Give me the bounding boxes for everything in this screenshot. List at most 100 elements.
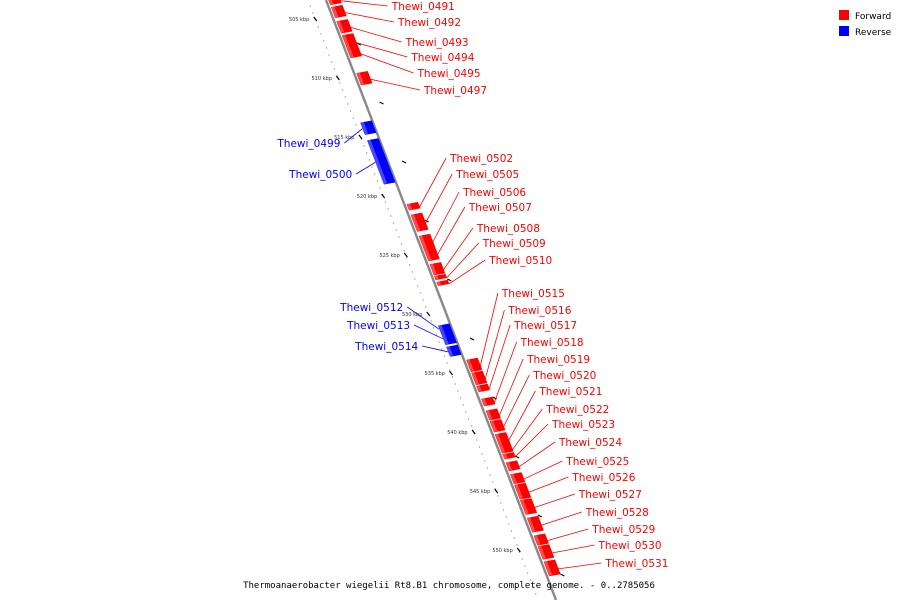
scale-dot: [403, 250, 405, 252]
gene-label[interactable]: Thewi_0517: [513, 320, 577, 332]
gene-thewi-0495[interactable]: [347, 47, 363, 59]
gene-thewi-0491[interactable]: [327, 0, 342, 6]
gene-label[interactable]: Thewi_0506: [462, 187, 526, 199]
gene-label[interactable]: Thewi_0530: [598, 540, 662, 552]
gene-label[interactable]: Thewi_0505: [455, 169, 519, 181]
label-leader: [360, 53, 414, 74]
scale-dot: [465, 411, 467, 413]
scale-tick: [516, 547, 521, 553]
gene-thewi-0493[interactable]: [336, 19, 353, 34]
gene-label[interactable]: Thewi_0494: [410, 52, 474, 64]
scale-dot: [529, 579, 531, 581]
scale-tick: [335, 75, 340, 81]
gene-highlight: [434, 275, 439, 280]
label-leader: [541, 511, 582, 526]
scale-dot: [379, 187, 381, 189]
gene-label[interactable]: Thewi_0492: [397, 17, 461, 29]
gene-thewi-0520[interactable]: [489, 419, 506, 433]
gene-thewi-0523[interactable]: [502, 452, 516, 460]
scale-dot: [484, 460, 486, 462]
gene-label[interactable]: Thewi_0527: [578, 489, 642, 501]
gene-thewi-0515[interactable]: [466, 357, 483, 373]
genome-caption: Thermoanaerobacter wiegelii Rt8.B1 chrom…: [243, 581, 655, 591]
gene-thewi-0527[interactable]: [519, 498, 538, 515]
gene-thewi-0509[interactable]: [434, 273, 448, 281]
gene-label[interactable]: Thewi_0510: [488, 255, 552, 267]
gene-thewi-0499[interactable]: [360, 120, 377, 135]
scale-tick: [471, 429, 476, 435]
gene-label[interactable]: Thewi_0516: [507, 305, 571, 317]
gene-label[interactable]: Thewi_0531: [604, 558, 668, 570]
gene-thewi-0522[interactable]: [499, 443, 514, 454]
label-leader: [355, 162, 376, 175]
gene-thewi-0507[interactable]: [423, 245, 440, 262]
scale-tick-label: 530 kbp: [402, 312, 422, 318]
gene-label[interactable]: Thewi_0502: [449, 153, 513, 165]
scale-dot: [510, 530, 513, 532]
gene-thewi-0510[interactable]: [436, 279, 450, 286]
gene-label[interactable]: Thewi_0514: [354, 341, 418, 353]
gene-label[interactable]: Thewi_0491: [391, 1, 455, 13]
gene-label[interactable]: Thewi_0526: [571, 472, 635, 484]
scale-tick: [313, 16, 318, 22]
gene-thewi-0530[interactable]: [537, 544, 555, 560]
gene-label[interactable]: Thewi_0508: [476, 223, 540, 235]
gene-label[interactable]: Thewi_0521: [538, 386, 602, 398]
scale-dot: [500, 502, 502, 504]
gene-thewi-0500[interactable]: [367, 138, 396, 185]
gene-label[interactable]: Thewi_0497: [423, 85, 487, 97]
scale-tick-right: [447, 278, 452, 282]
gene-thewi-0508[interactable]: [429, 262, 446, 276]
gene-highlight: [520, 499, 529, 515]
gene-thewi-0529[interactable]: [533, 533, 549, 546]
gene-label[interactable]: Thewi_0513: [346, 320, 410, 332]
gene-thewi-0502[interactable]: [406, 202, 421, 211]
label-leader: [551, 544, 595, 554]
gene-thewi-0513[interactable]: [440, 330, 457, 345]
scale-dot: [492, 481, 494, 483]
gene-label[interactable]: Thewi_0509: [482, 238, 546, 250]
gene-label[interactable]: Thewi_0515: [501, 288, 565, 300]
gene-thewi-0528[interactable]: [526, 515, 544, 533]
gene-label[interactable]: Thewi_0507: [468, 202, 532, 214]
gene-label[interactable]: Thewi_0519: [526, 354, 590, 366]
gene-thewi-0526[interactable]: [514, 482, 532, 500]
gene-thewi-0514[interactable]: [446, 344, 462, 357]
gene-label[interactable]: Thewi_0529: [591, 524, 655, 536]
gene-label[interactable]: Thewi_0518: [520, 337, 584, 349]
gene-label[interactable]: Thewi_0512: [339, 302, 403, 314]
scale-tick-right: [401, 160, 407, 164]
gene-label[interactable]: Thewi_0500: [288, 169, 352, 181]
label-leader: [340, 0, 388, 7]
scale-dot: [476, 439, 478, 441]
scale-tick-right: [560, 573, 565, 577]
scale-dot: [430, 320, 432, 322]
gene-label[interactable]: Thewi_0520: [532, 370, 596, 382]
gene-thewi-0524[interactable]: [505, 460, 521, 472]
gene-label[interactable]: Thewi_0525: [565, 456, 629, 468]
gene-thewi-0497[interactable]: [356, 71, 373, 86]
gene-thewi-0518[interactable]: [481, 396, 496, 407]
gene-thewi-0516[interactable]: [471, 370, 488, 386]
gene-label[interactable]: Thewi_0493: [405, 37, 469, 49]
gene-label[interactable]: Thewi_0524: [558, 437, 622, 449]
gene-thewi-0525[interactable]: [510, 472, 526, 485]
gene-thewi-0531[interactable]: [543, 559, 561, 577]
scale-dot: [478, 446, 481, 448]
gene-label[interactable]: Thewi_0528: [585, 507, 649, 519]
gene-thewi-0519[interactable]: [485, 408, 501, 421]
gene-label[interactable]: Thewi_0522: [545, 404, 609, 416]
label-leader: [413, 324, 444, 340]
gene-label[interactable]: Thewi_0523: [551, 419, 615, 431]
label-leader: [356, 42, 408, 58]
gene-highlight: [446, 346, 454, 357]
gene-thewi-0505[interactable]: [410, 212, 429, 232]
scale-tick: [358, 134, 363, 140]
gene-thewi-0492[interactable]: [330, 4, 347, 19]
label-leaders: [340, 0, 602, 570]
gene-thewi-0517[interactable]: [476, 383, 491, 393]
scale-dot: [363, 145, 365, 147]
gene-label[interactable]: Thewi_0499: [276, 138, 340, 150]
gene-label[interactable]: Thewi_0495: [417, 68, 481, 80]
scale-dot: [349, 110, 352, 112]
